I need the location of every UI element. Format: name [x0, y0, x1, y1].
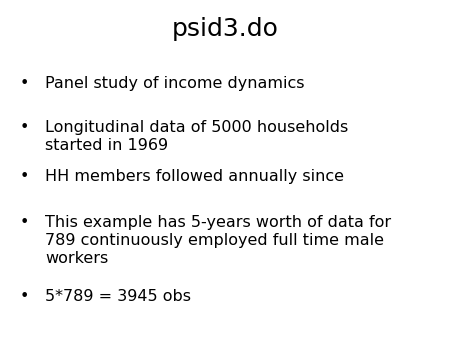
Text: Panel study of income dynamics: Panel study of income dynamics	[45, 76, 305, 91]
Text: •: •	[20, 215, 29, 230]
Text: HH members followed annually since: HH members followed annually since	[45, 169, 344, 184]
Text: This example has 5-years worth of data for
789 continuously employed full time m: This example has 5-years worth of data f…	[45, 215, 391, 266]
Text: Longitudinal data of 5000 households
started in 1969: Longitudinal data of 5000 households sta…	[45, 120, 348, 153]
Text: •: •	[20, 120, 29, 135]
Text: 5*789 = 3945 obs: 5*789 = 3945 obs	[45, 289, 191, 304]
Text: psid3.do: psid3.do	[171, 17, 279, 41]
Text: •: •	[20, 76, 29, 91]
Text: •: •	[20, 289, 29, 304]
Text: •: •	[20, 169, 29, 184]
